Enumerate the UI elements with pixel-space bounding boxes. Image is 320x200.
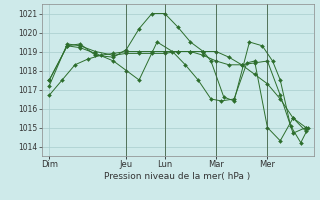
X-axis label: Pression niveau de la mer( hPa ): Pression niveau de la mer( hPa ) — [104, 172, 251, 181]
